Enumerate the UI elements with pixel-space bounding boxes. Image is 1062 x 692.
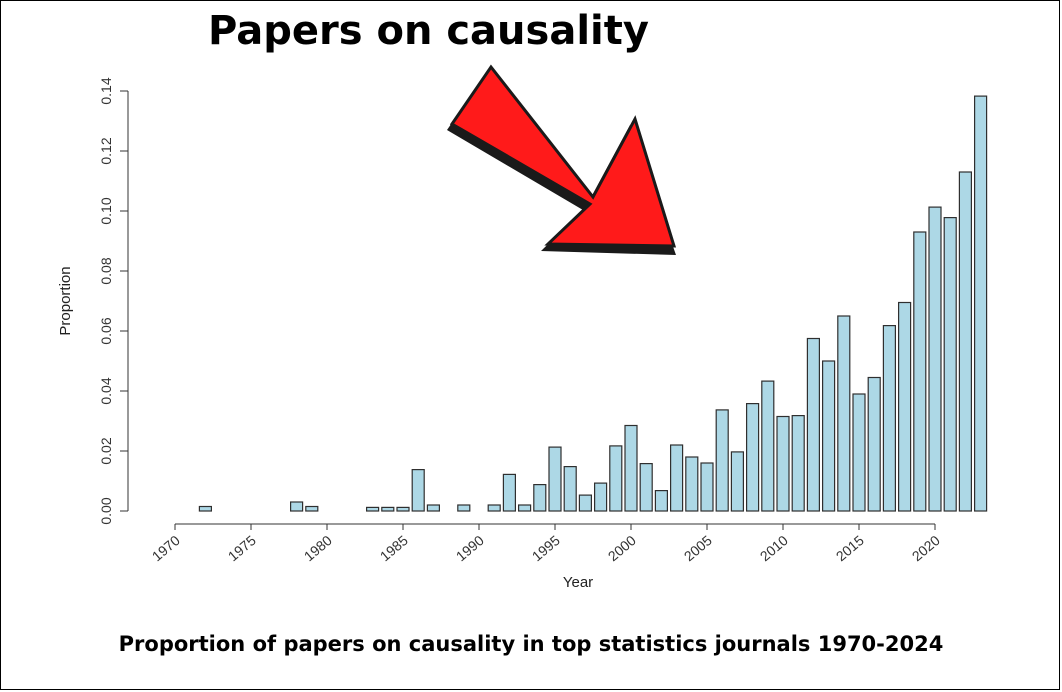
bar-1986 <box>411 469 425 512</box>
x-tick-label: 2010 <box>757 532 791 564</box>
x-tick-label: 1975 <box>225 532 259 564</box>
x-tick-label: 2005 <box>681 532 715 564</box>
bar-1989 <box>457 504 471 512</box>
bar-2022 <box>958 171 973 512</box>
bars-group <box>198 95 988 512</box>
bar-2010 <box>776 415 790 512</box>
bar-1996 <box>563 466 577 512</box>
x-tick-label: 2000 <box>605 532 639 564</box>
bar-2008 <box>745 403 760 512</box>
bar-2016 <box>867 376 881 512</box>
bar-1979 <box>305 505 319 512</box>
x-tick-label: 2015 <box>833 532 867 564</box>
bar-2007 <box>730 451 745 512</box>
bar-2000 <box>624 424 638 512</box>
bar-2012 <box>806 337 821 512</box>
y-tick-label: 0.10 <box>98 197 114 224</box>
bar-1984 <box>381 506 395 512</box>
bar-2003 <box>669 444 684 512</box>
y-tick-label: 0.14 <box>98 77 114 104</box>
y-axis-title: Proportion <box>57 266 74 335</box>
bar-1985 <box>396 506 410 512</box>
bar-1987 <box>426 504 440 512</box>
y-tick-label: 0.08 <box>98 257 114 284</box>
x-tick-label: 1980 <box>301 532 335 564</box>
y-tick-label: 0.06 <box>98 317 114 344</box>
bar-1993 <box>517 504 532 512</box>
y-tick-label: 0.02 <box>98 437 114 464</box>
bar-2005 <box>700 462 714 512</box>
bar-1994 <box>533 484 547 512</box>
bar-1978 <box>290 501 304 512</box>
bar-2001 <box>639 463 653 512</box>
bar-2023 <box>973 95 988 512</box>
bar-1998 <box>593 482 608 512</box>
bar-2002 <box>654 490 669 512</box>
y-tick-label: 0.00 <box>98 497 114 524</box>
bar-2014 <box>837 315 851 512</box>
x-axis-title: Year <box>563 574 593 591</box>
bar-1972 <box>198 505 212 512</box>
bar-2006 <box>715 409 729 512</box>
y-axis: 0.00 0.02 0.04 0.06 0.08 0.10 0.12 0.14 <box>98 77 129 525</box>
y-tick-label: 0.12 <box>98 137 114 164</box>
bar-2020 <box>928 206 942 512</box>
bar-2017 <box>882 325 897 512</box>
bar-2004 <box>685 456 699 512</box>
y-tick-label: 0.04 <box>98 377 114 404</box>
bar-2009 <box>761 380 775 512</box>
bar-1983 <box>366 506 380 512</box>
bar-2021 <box>943 217 957 512</box>
bar-2013 <box>821 360 836 512</box>
bar-1992 <box>502 473 516 512</box>
red-arrow-icon <box>447 64 677 255</box>
bar-2019 <box>913 231 927 512</box>
bar-1995 <box>548 446 562 512</box>
bar-2015 <box>852 393 866 512</box>
bar-1991 <box>487 504 501 512</box>
x-tick-label: 1970 <box>149 532 183 564</box>
x-axis: 1970 1975 1980 1985 1990 1995 2000 2005 2010 2015… <box>149 523 943 564</box>
caption: Proportion of papers on causality in top… <box>118 632 944 656</box>
bar-1999 <box>609 445 623 512</box>
bar-2018 <box>897 301 912 512</box>
arrow-body <box>449 64 677 248</box>
x-tick-label: 2020 <box>909 532 943 564</box>
x-tick-label: 1995 <box>529 532 563 564</box>
bar-2011 <box>791 415 805 512</box>
bar-1997 <box>578 494 593 512</box>
headline: Papers on causality <box>208 8 649 54</box>
x-tick-label: 1990 <box>453 532 487 564</box>
x-tick-label: 1985 <box>377 532 411 564</box>
